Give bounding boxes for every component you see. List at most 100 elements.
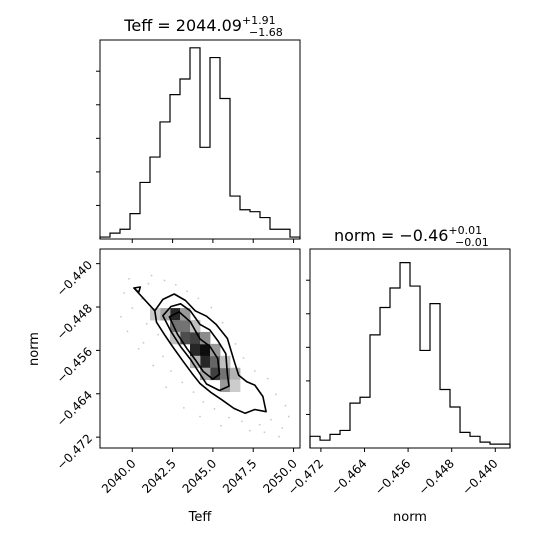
norm-hist-bar-13 [440, 389, 450, 448]
sample-point-18 [270, 418, 272, 421]
sample-point-26 [234, 342, 237, 345]
teff-histogram-frame [99, 39, 301, 240]
teff-hist-bar-1 [110, 233, 120, 239]
sample-point-8 [142, 341, 145, 344]
norm-hist-bar-0 [310, 436, 320, 448]
density-xtick-label-1: 2042.5 [139, 456, 179, 496]
norm-xtick-label-4: −0.440 [459, 456, 500, 497]
density-cell-11 [220, 379, 231, 393]
density-cell-3 [180, 331, 191, 345]
sample-point-28 [210, 306, 213, 309]
norm-xtick-label-1: −0.464 [329, 456, 370, 497]
norm-hist-bar-3 [340, 430, 350, 448]
sample-point-43 [126, 330, 129, 333]
density-xtick-label-0: 2040.0 [99, 456, 139, 496]
sample-point-0 [128, 277, 130, 280]
norm-hist-bar-14 [450, 407, 460, 448]
teff-xlabel: Teff [188, 510, 213, 525]
sample-point-20 [287, 415, 290, 418]
teff-hist-bar-7 [170, 95, 180, 239]
sample-point-17 [258, 423, 261, 426]
contour-inner [168, 311, 221, 380]
sample-point-24 [253, 370, 256, 372]
teff-hist-bar-15 [250, 212, 260, 239]
density-cell-23 [190, 320, 201, 333]
norm-hist-bar-18 [490, 444, 500, 448]
norm-hist-bar-11 [420, 350, 430, 448]
density-cell-6 [200, 343, 211, 357]
density-cell-15 [210, 343, 221, 357]
teff-histogram-panel: Teff = 2044.09+1.91 −1.68 [96, 14, 301, 243]
density-cell-21 [230, 379, 241, 393]
density-frame [99, 248, 301, 449]
teff-hist-bar-14 [240, 210, 250, 239]
density-ytick-label-2: −0.456 [54, 345, 95, 386]
norm-hist-bar-9 [400, 263, 410, 448]
teff-hist-bar-3 [130, 214, 140, 239]
sample-point-41 [152, 364, 155, 367]
density-cell-7 [200, 355, 211, 369]
sample-point-33 [150, 274, 153, 277]
norm-hist-bar-10 [410, 286, 420, 448]
sample-point-30 [186, 290, 188, 293]
sample-point-36 [249, 429, 251, 432]
norm-histogram-title: norm = −0.46+0.01 [334, 224, 482, 245]
density-ytick-label-1: −0.464 [54, 388, 95, 429]
density-xtick-label-3: 2047.5 [220, 456, 260, 496]
teff-hist-bar-16 [260, 218, 270, 239]
sample-point-42 [137, 347, 140, 350]
sample-point-4 [131, 307, 134, 310]
density-ytick-label-4: −0.440 [54, 258, 95, 299]
norm-histogram-frame [309, 248, 511, 449]
norm-hist-bar-16 [470, 436, 480, 448]
norm-hist-bar-1 [320, 440, 330, 448]
contour-outer [133, 286, 267, 415]
sample-point-6 [145, 322, 148, 325]
norm-histogram-panel: −0.472 −0.464 −0.456 −0.448 −0.440 norm = −0… [285, 224, 511, 525]
norm-hist-bar-5 [360, 397, 370, 448]
norm-xtick-label-2: −0.456 [372, 456, 413, 497]
sample-point-11 [181, 381, 184, 384]
density-cell-13 [180, 308, 191, 321]
norm-hist-bar-7 [380, 308, 390, 448]
teff-histogram-step [99, 47, 301, 239]
sample-point-15 [228, 416, 230, 419]
sample-point-2 [123, 292, 126, 294]
norm-xtick-label-3: −0.448 [416, 456, 457, 497]
density-cell-17 [230, 367, 241, 381]
density-cell-2 [180, 320, 191, 333]
sample-point-7 [157, 333, 159, 336]
density-cell-5 [190, 343, 201, 357]
norm-hist-bar-12 [430, 304, 440, 448]
norm-hist-bar-6 [370, 335, 380, 448]
sample-point-34 [278, 435, 280, 438]
norm-histogram-step [309, 262, 511, 448]
sample-point-13 [202, 401, 205, 403]
sample-point-3 [147, 282, 150, 285]
teff-hist-bar-0 [100, 237, 110, 239]
norm-hist-bar-15 [460, 432, 470, 448]
sample-point-32 [163, 279, 166, 282]
density-cell-18 [190, 355, 201, 369]
teff-hist-bar-8 [180, 79, 190, 239]
teff-hist-bar-4 [140, 182, 150, 239]
teff-norm-density-panel: 2040.0 2042.5 2045.0 2047.5 2050.0−0.472−0.4… [27, 248, 301, 525]
teff-hist-bar-18 [280, 229, 290, 239]
density-cell-1 [170, 320, 181, 333]
norm-title-subscript: −0.01 [455, 236, 489, 249]
teff-hist-bar-9 [190, 48, 200, 239]
norm-xlabel: norm [393, 510, 427, 525]
sample-point-35 [263, 431, 266, 434]
density-cell-10 [220, 367, 231, 381]
sample-point-12 [192, 391, 195, 394]
density-xtick-label-2: 2045.0 [180, 456, 220, 496]
sample-point-31 [174, 283, 177, 286]
teff-hist-bar-2 [120, 229, 130, 239]
teff-hist-bar-17 [270, 229, 280, 239]
norm-hist-bar-17 [480, 442, 490, 448]
sample-point-25 [242, 357, 245, 359]
teff-hist-bar-6 [160, 122, 170, 239]
sample-point-39 [182, 406, 185, 409]
sample-point-21 [284, 404, 287, 407]
